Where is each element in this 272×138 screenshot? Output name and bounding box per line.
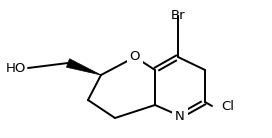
Text: O: O	[130, 51, 140, 63]
Polygon shape	[66, 59, 101, 75]
Text: N: N	[175, 109, 185, 123]
Text: HO: HO	[6, 62, 26, 75]
Text: Cl: Cl	[221, 99, 234, 112]
Text: Br: Br	[171, 9, 185, 22]
